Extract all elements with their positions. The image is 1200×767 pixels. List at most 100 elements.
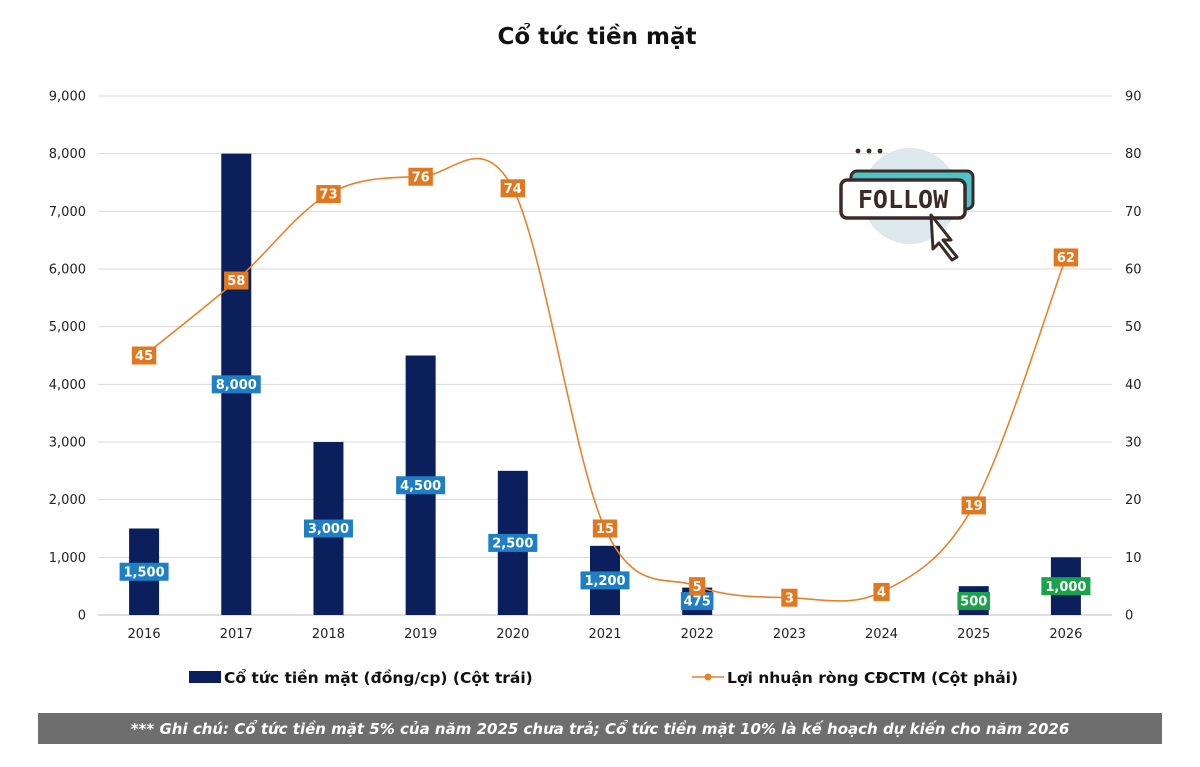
line-data-label-box [224,271,249,290]
line-data-label: 3 [781,588,798,607]
note-bar [38,713,1162,744]
bar-data-label-box [580,571,630,590]
left-tick-label: 4,000 [49,378,86,393]
note-text: *** Ghi chú: Cổ tức tiền mặt 5% của năm … [131,719,1070,738]
line-data-label-text: 5 [693,580,702,595]
right-tick-label: 30 [1125,436,1142,451]
bar-data-label-box [1041,577,1091,596]
chart-title: Cổ tức tiền mặt [497,22,696,50]
bar-data-label: 2,500 [488,533,538,552]
legend-line-label: Lợi nhuận ròng CĐCTM (Cột phải) [727,669,1018,687]
left-tick-label: 2,000 [49,493,86,508]
x-tick-label: 2023 [773,627,806,642]
x-tick-label: 2026 [1049,627,1082,642]
left-tick-label: 5,000 [49,320,86,335]
bar-data-label-text: 1,200 [584,574,625,589]
right-tick-label: 20 [1125,493,1142,508]
line-data-label-text: 73 [319,188,337,203]
line-data-label-box [408,167,433,186]
bar-data-label-box [957,592,991,610]
line-data-label-box [873,582,890,601]
bar-data-label: 1,200 [580,571,630,590]
line-data-label: 73 [316,185,341,204]
bar-data-label-text: 500 [960,595,987,610]
line-series-path [143,157,1067,602]
line-data-label-box [131,346,157,365]
line-data-label-text: 19 [965,499,983,514]
line-data-label: 5 [689,577,706,596]
x-tick-label: 2021 [588,627,621,642]
left-axis-ticks: 0 1,000 2,000 3,000 4,000 5,000 6,000 7,000 8,00… [49,90,86,624]
bar-data-label-box [396,476,446,495]
line-data-label-text: 58 [227,274,245,289]
line-data-label: 4 [873,582,890,601]
bar-data-label-text: 2,500 [492,537,533,552]
line-data-label-text: 74 [504,182,522,197]
bar-data-label-box [488,533,538,552]
bar-data-label-box [211,375,261,394]
line-data-label-box [961,496,986,515]
legend-bar-label: Cổ tức tiền mặt (đồng/cp) (Cột trái) [224,668,533,687]
follow-badge-text: FOLLOW [858,185,949,214]
line-data-label-text: 62 [1057,251,1075,266]
line-data-labels: 45 58 73 76 74 15 5 3 4 19 62 [131,167,1079,607]
bar-data-label-box [119,562,169,581]
left-tick-label: 0 [78,609,86,624]
bar-data-label: 4,500 [396,476,446,495]
line-data-label-box [500,179,526,198]
x-tick-label: 2016 [128,627,161,642]
line-data-label: 62 [1053,248,1079,267]
line-data-label: 58 [224,271,249,290]
x-tick-label: 2020 [496,627,529,642]
bar-data-label-text: 475 [684,595,711,610]
right-tick-label: 40 [1125,378,1142,393]
bar-data-labels: 1,500 8,000 3,000 4,500 2,500 1,200 475 500 1,00… [119,375,1091,610]
bar-data-label-text: 1,500 [124,565,165,580]
bar-data-label: 1,500 [119,562,169,581]
follow-dot [866,148,872,154]
line-data-label-box [781,588,798,607]
left-tick-label: 9,000 [49,90,86,105]
right-tick-label: 10 [1125,551,1142,566]
line-data-label-text: 45 [135,349,153,364]
bar-data-label-text: 8,000 [216,378,257,393]
gridlines [98,95,1112,616]
right-tick-label: 80 [1125,147,1142,162]
line-data-label-text: 4 [877,586,886,601]
left-tick-label: 3,000 [49,436,86,451]
right-tick-label: 70 [1125,205,1142,220]
right-tick-label: 60 [1125,263,1142,278]
line-data-label-box [316,185,341,204]
legend-line-marker [704,673,712,681]
left-tick-label: 7,000 [49,205,86,220]
x-axis-ticks: 2016 2017 2018 2019 2020 2021 2022 2023 2024 2025… [128,627,1083,642]
line-data-label-text: 15 [596,522,614,537]
left-tick-label: 1,000 [49,551,86,566]
bar-data-label-text: 1,000 [1045,580,1086,595]
follow-badge-box [839,178,967,220]
left-tick-label: 8,000 [49,147,86,162]
right-tick-label: 50 [1125,320,1142,335]
legend-bar-swatch [189,671,221,683]
cursor-icon [929,213,959,262]
x-tick-label: 2024 [865,627,898,642]
bar-data-label-text: 3,000 [308,522,349,537]
line-data-label-box [1053,248,1079,267]
legend: Cổ tức tiền mặt (đồng/cp) (Cột trái) Lợi… [189,668,1018,687]
x-tick-label: 2017 [220,627,253,642]
bar-data-label-text: 4,500 [400,479,441,494]
follow-dot [855,148,861,154]
line-data-label: 15 [592,519,618,538]
right-axis-ticks: 0 10 20 30 40 50 60 70 80 90 [1125,90,1142,624]
x-tick-label: 2018 [312,627,345,642]
line-data-label: 19 [961,496,986,515]
line-data-label: 74 [500,179,526,198]
bar-data-label: 475 [680,592,714,610]
bar-data-label: 1,000 [1041,577,1091,596]
bar-data-label: 500 [957,592,991,610]
x-tick-label: 2022 [681,627,714,642]
right-tick-label: 0 [1125,609,1133,624]
left-tick-label: 6,000 [49,263,86,278]
line-data-label: 45 [131,346,157,365]
